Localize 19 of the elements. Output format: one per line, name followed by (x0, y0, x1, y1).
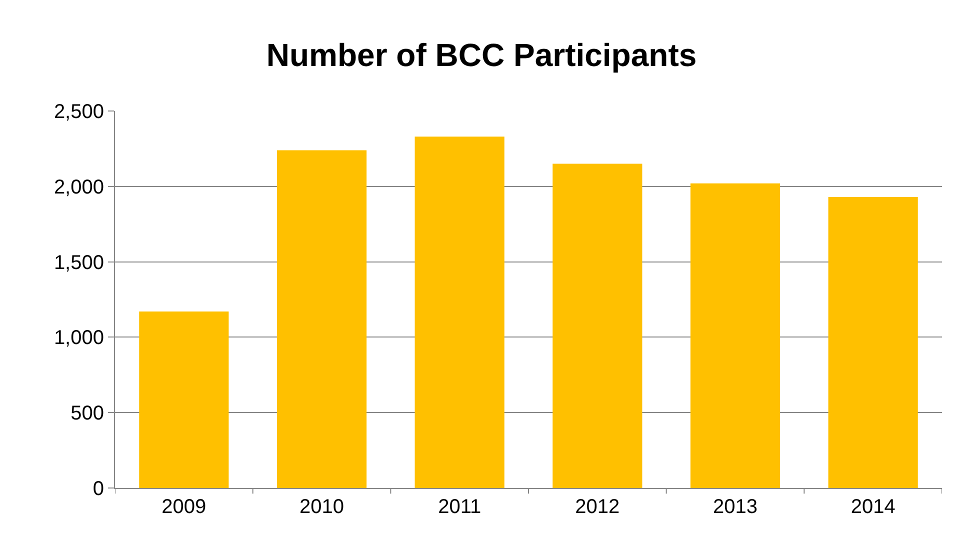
x-tick-label: 2009 (162, 496, 206, 518)
y-tick-label: 500 (70, 402, 104, 425)
y-tick-label: 1,500 (54, 252, 104, 274)
x-tick-label: 2013 (713, 496, 758, 518)
y-tick-label: 2,000 (54, 176, 104, 198)
bar (552, 164, 642, 488)
x-tick-label: 2011 (438, 496, 482, 518)
bar (690, 183, 780, 488)
y-tick-label: 0 (92, 478, 104, 500)
y-tick-label: 2,500 (54, 101, 104, 123)
x-tick-label: 2012 (575, 496, 620, 518)
x-tick-label: 2014 (850, 496, 896, 518)
chart-title: Number of BCC Participants (266, 37, 697, 74)
bar (828, 196, 918, 488)
y-tick-label: 1,000 (54, 327, 104, 350)
bar (414, 136, 504, 488)
bar (276, 150, 367, 488)
bar (139, 312, 229, 488)
x-tick-label: 2010 (300, 496, 344, 518)
